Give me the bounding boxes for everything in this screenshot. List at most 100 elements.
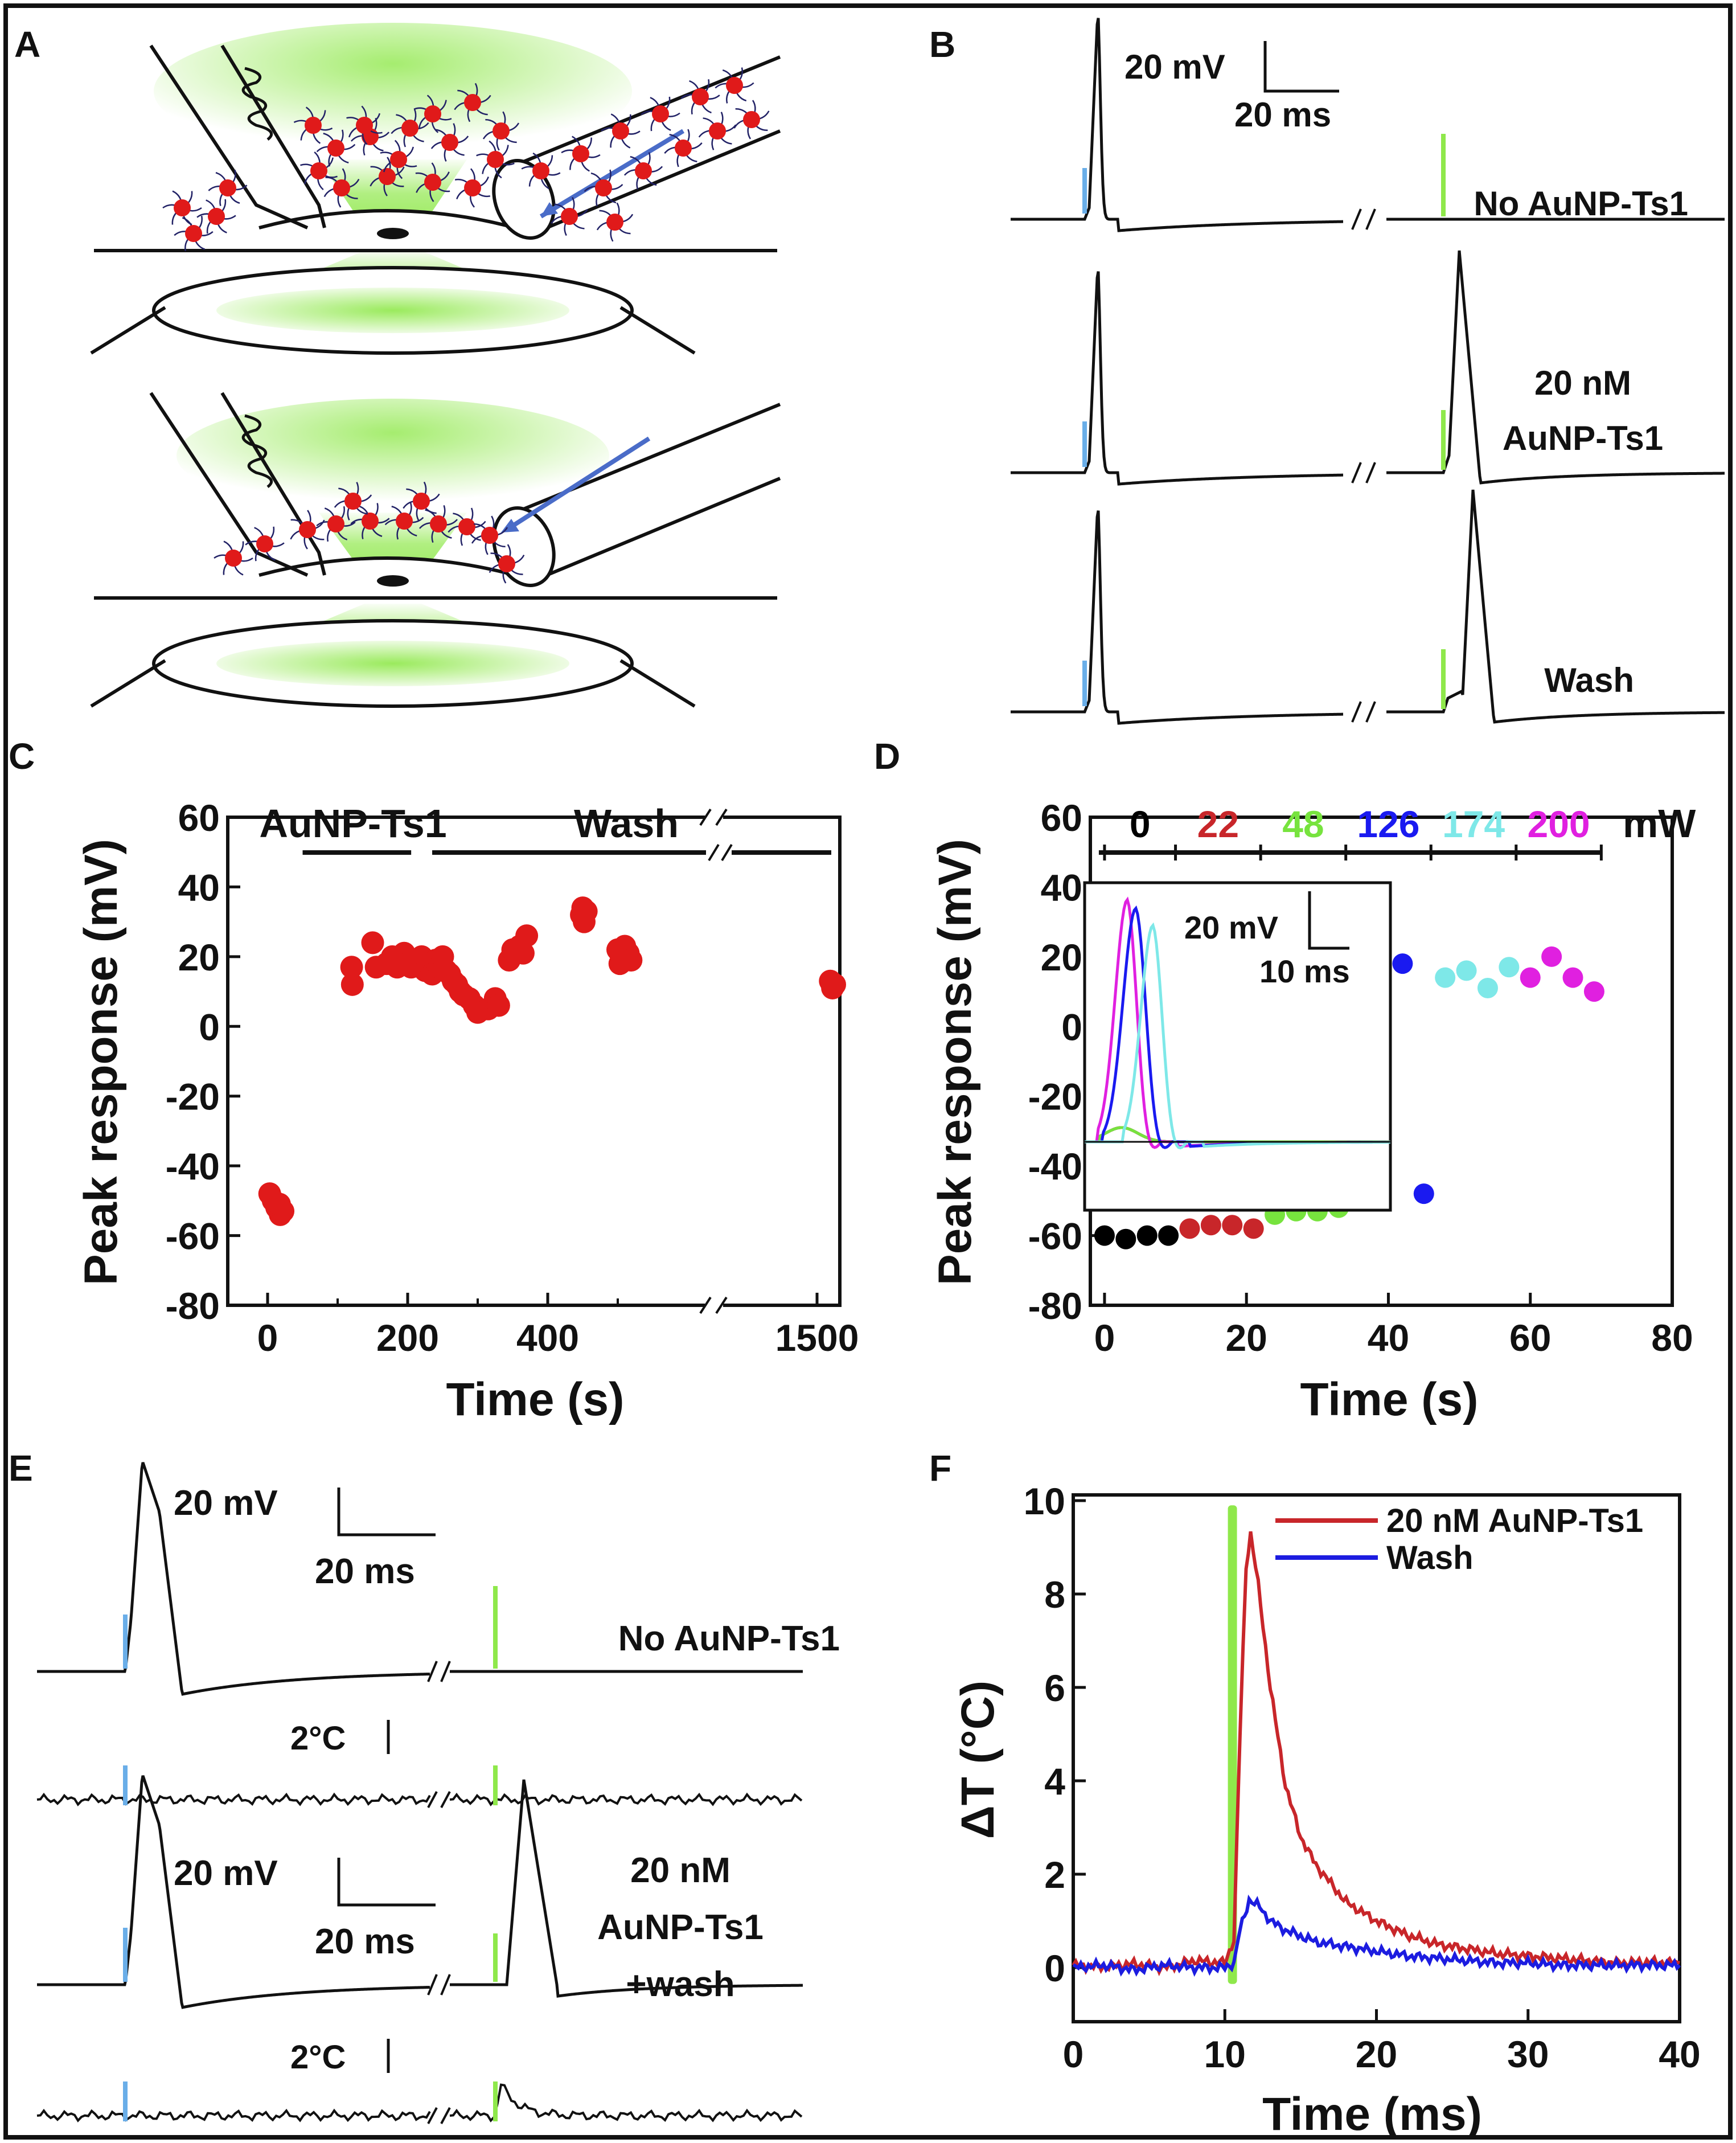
e-traces	[36, 1462, 803, 2124]
f-xtick-label: 10	[1204, 2033, 1246, 2075]
e2-scale-t: 20 ms	[315, 1922, 415, 1961]
np-top-particle	[652, 105, 669, 122]
d-inset-scale-v: 20 mV	[1184, 909, 1278, 945]
b-trace-2-break-mark-1	[1351, 462, 1362, 483]
nanoparticles-top	[162, 67, 770, 252]
d-power-label: 22	[1197, 803, 1239, 845]
recording-pipette-outer	[149, 44, 309, 230]
flow-arrowhead	[541, 202, 558, 216]
flow-arrow-bottom	[505, 436, 651, 532]
c-point	[619, 948, 643, 972]
d-point	[1477, 977, 1498, 998]
e-temp-break	[440, 2107, 451, 2124]
np-top-26	[584, 169, 623, 207]
np-top-18	[476, 140, 515, 179]
b-trace-2-second-spike	[1386, 250, 1725, 485]
panel-label-f: F	[929, 1448, 951, 1489]
e2-break-mark	[440, 1974, 451, 1996]
d-point	[1115, 1228, 1136, 1249]
np-top-2	[174, 215, 214, 252]
panel-label-c: C	[9, 736, 35, 777]
objective-side-left-bottom	[90, 659, 166, 708]
np-top-particle	[743, 111, 760, 128]
f-xtick-label: 0	[1063, 2033, 1084, 2075]
e2-temp-trace-right	[449, 2083, 803, 2122]
d-point	[1583, 981, 1604, 1002]
objective-side-right	[619, 306, 696, 355]
np-top-31	[596, 202, 634, 242]
d-point	[1179, 1218, 1200, 1239]
np-top-20	[521, 152, 561, 190]
c-bar-label-aunp: AuNP-Ts1	[259, 801, 446, 846]
nanoparticles-bottom	[214, 481, 525, 584]
f-lines	[1072, 1505, 1681, 1984]
e-temp-break	[440, 1791, 451, 1808]
np-top-particle	[390, 151, 407, 168]
np-bottom-3	[350, 503, 390, 539]
b-scale-bar	[1263, 41, 1339, 93]
e2-first-spike	[37, 1775, 430, 2009]
np-bottom-particle	[458, 518, 475, 535]
np-top-particle	[174, 199, 191, 216]
np-top-21	[561, 136, 601, 172]
c-point	[268, 1193, 291, 1216]
f-xtick-label: 20	[1356, 2033, 1397, 2075]
schematic-top	[90, 23, 781, 355]
np-bottom-7	[334, 482, 372, 521]
b-traces	[1011, 18, 1725, 725]
d-point	[1456, 960, 1477, 981]
np-top-particle	[305, 117, 322, 134]
f-ytick-label: 8	[1044, 1574, 1065, 1616]
c-xtick-label: 1500	[775, 1317, 859, 1359]
e1-temp-trace-right	[449, 1792, 803, 1806]
np-top-24	[680, 79, 720, 115]
np-top-32	[733, 100, 770, 140]
np-top-27	[623, 152, 663, 190]
c-ylabel: Peak response (mV)	[75, 839, 127, 1285]
f-xtick-label: 40	[1659, 2033, 1700, 2075]
np-top-particle	[561, 208, 578, 225]
np-top-particle	[464, 94, 481, 111]
np-bottom-particle	[362, 513, 379, 530]
np-bottom-1	[245, 526, 285, 562]
b-trace2-label-line1: 20 nM	[1534, 364, 1631, 402]
np-bottom-particle	[413, 493, 430, 510]
e2-label-line2: AuNP-Ts1	[597, 1908, 764, 1947]
d-ytick-label: -20	[1028, 1076, 1082, 1118]
np-top-particle	[208, 208, 225, 225]
electrode-coil-bottom	[241, 414, 273, 488]
objective-side-left	[90, 306, 166, 355]
b-trace-1-first-spike	[1011, 18, 1344, 232]
np-bottom-particle	[430, 515, 447, 532]
figure-border	[3, 3, 1733, 2140]
np-top-particle	[401, 120, 418, 137]
d-point	[1413, 1183, 1434, 1204]
d-point	[1499, 957, 1520, 978]
d-xtick-label: 80	[1651, 1317, 1693, 1359]
c-point	[487, 994, 510, 1017]
np-top-7	[430, 123, 469, 162]
puff-pipette-tip	[492, 159, 556, 240]
d-ytick-label: 0	[1061, 1006, 1082, 1048]
e2-label-line1: 20 nM	[630, 1851, 730, 1890]
d-point	[1222, 1215, 1243, 1236]
e1-scale-t: 20 ms	[315, 1552, 415, 1591]
c-break-mark	[699, 1296, 712, 1314]
np-top-particle	[219, 179, 236, 196]
panel-label-a: A	[14, 24, 40, 65]
np-bottom-particle	[344, 493, 362, 510]
c-ytick-label: 0	[199, 1006, 220, 1048]
np-bottom-2	[316, 506, 356, 542]
b-trace2-label-line2: AuNP-Ts1	[1503, 419, 1663, 457]
f-ytick-label: 0	[1044, 1947, 1065, 1989]
c-xtick-label: 200	[376, 1317, 439, 1359]
panel-label-b: B	[929, 24, 955, 65]
c-ytick-label: -20	[166, 1076, 220, 1118]
puff-pipette-bottom	[500, 403, 781, 577]
d-ylabel: Peak response (mV)	[929, 839, 981, 1285]
c-point	[515, 924, 539, 948]
np-top-particle	[379, 168, 396, 185]
np-top-particle	[327, 140, 344, 157]
b-trace-1-break-mark-2	[1365, 208, 1376, 230]
np-top-25	[715, 67, 754, 104]
